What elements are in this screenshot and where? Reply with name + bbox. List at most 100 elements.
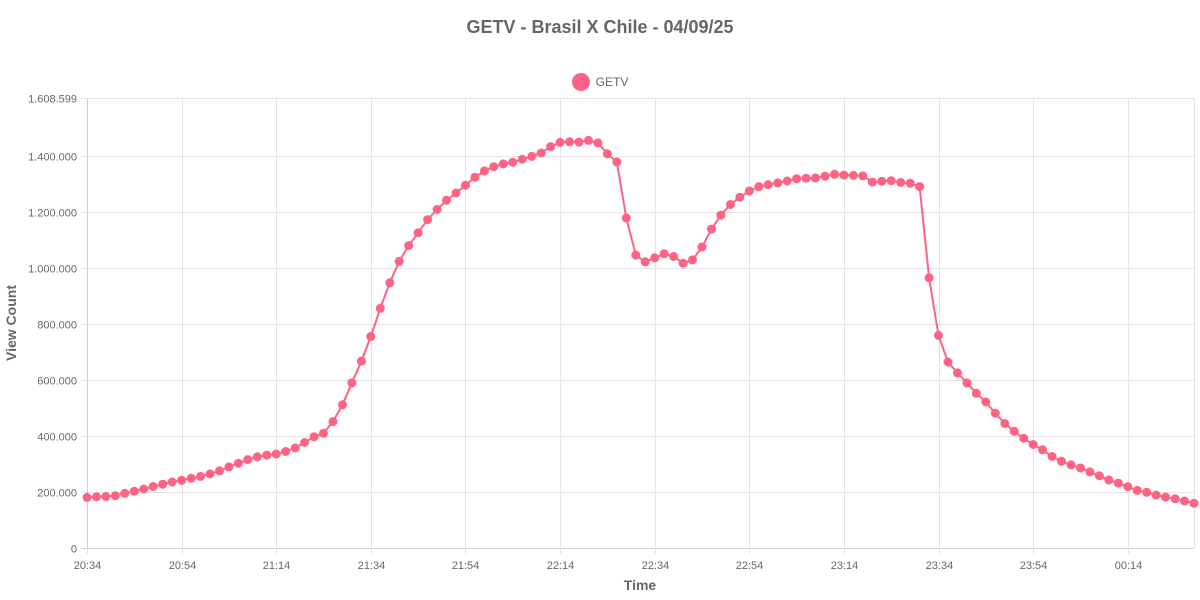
data-point — [669, 252, 679, 261]
data-point — [243, 455, 253, 465]
data-point — [1132, 485, 1142, 495]
data-point — [1189, 498, 1199, 508]
data-point — [300, 438, 310, 447]
series-line — [86, 139, 1195, 505]
data-point — [896, 177, 906, 187]
data-point — [981, 397, 991, 407]
data-point — [158, 479, 168, 489]
data-point — [167, 477, 177, 487]
data-point — [773, 178, 783, 188]
data-point — [442, 195, 451, 205]
data-point — [640, 257, 650, 267]
series-getv — [82, 135, 1199, 508]
x-tick-label: 21:54 — [452, 560, 480, 572]
data-point — [915, 182, 925, 192]
data-point — [801, 173, 811, 183]
data-point — [659, 249, 669, 259]
x-tick-label: 23:14 — [831, 560, 859, 572]
data-point — [394, 256, 404, 266]
x-tick-label: 22:14 — [547, 560, 575, 572]
data-point — [252, 452, 262, 462]
data-point — [489, 162, 499, 172]
data-point — [1180, 496, 1189, 506]
data-point — [1151, 490, 1161, 500]
data-point — [744, 186, 754, 196]
data-point — [404, 241, 414, 251]
data-point — [262, 450, 272, 460]
data-point — [688, 255, 697, 265]
data-point — [110, 491, 120, 501]
x-tick-label: 23:54 — [1020, 560, 1048, 572]
data-point — [375, 303, 385, 313]
data-point — [498, 159, 508, 169]
data-point — [886, 176, 896, 186]
data-point — [858, 171, 868, 181]
data-point — [839, 170, 849, 180]
axes: 0 200.000 400.000 600.000 800.000 1.000.000 1.… — [28, 94, 1142, 573]
data-point — [186, 473, 196, 483]
data-point — [356, 356, 366, 366]
data-point — [971, 388, 981, 398]
data-point — [281, 447, 291, 456]
data-point — [612, 157, 622, 167]
data-point — [120, 488, 130, 498]
data-point — [338, 400, 347, 410]
data-point — [1047, 452, 1057, 461]
data-point — [934, 330, 943, 340]
data-point — [555, 137, 565, 147]
data-point — [1009, 426, 1019, 436]
y-tick-label: 0 — [71, 544, 77, 556]
x-tick-label: 21:34 — [358, 560, 386, 572]
data-point — [697, 242, 707, 252]
data-point — [905, 178, 915, 188]
data-point — [650, 253, 660, 263]
data-point — [830, 169, 839, 179]
data-point — [811, 173, 820, 183]
data-point — [1113, 478, 1123, 488]
data-point — [517, 154, 527, 164]
data-point — [508, 157, 518, 167]
legend[interactable]: GETV — [0, 72, 1200, 92]
data-point — [470, 172, 480, 182]
data-point — [101, 492, 111, 501]
data-point — [1057, 456, 1066, 466]
data-point — [1000, 419, 1010, 428]
grid-lines — [81, 98, 1195, 554]
data-point — [148, 482, 158, 491]
data-point — [1028, 440, 1038, 449]
x-tick-label: 22:54 — [736, 560, 764, 572]
data-point — [1104, 475, 1114, 485]
x-tick-label: 22:34 — [642, 560, 670, 572]
y-tick-label: 1.400.000 — [28, 152, 77, 164]
data-point — [707, 224, 716, 234]
data-point — [366, 332, 376, 341]
data-point — [205, 469, 215, 479]
data-point — [867, 177, 877, 187]
data-point — [546, 142, 556, 152]
data-point — [1085, 467, 1095, 477]
data-point — [792, 174, 802, 184]
data-point — [309, 432, 319, 442]
data-point — [1066, 460, 1076, 470]
data-point — [385, 278, 395, 288]
data-point — [735, 192, 745, 202]
data-point — [196, 471, 205, 481]
data-point — [574, 137, 584, 147]
legend-label: GETV — [595, 75, 629, 89]
data-point — [423, 215, 433, 225]
data-point — [602, 149, 612, 159]
data-point — [215, 466, 224, 476]
chart-title: GETV - Brasil X Chile - 04/09/25 — [466, 17, 734, 37]
data-point — [877, 176, 887, 186]
data-point — [319, 428, 328, 438]
data-point — [177, 475, 187, 485]
data-point — [432, 205, 442, 214]
data-point — [233, 458, 243, 468]
x-tick-label: 20:54 — [169, 560, 197, 572]
data-point — [924, 273, 934, 283]
data-point — [290, 443, 300, 453]
x-tick-label: 20:34 — [74, 560, 102, 572]
data-point — [1019, 433, 1029, 443]
data-point — [782, 176, 792, 186]
